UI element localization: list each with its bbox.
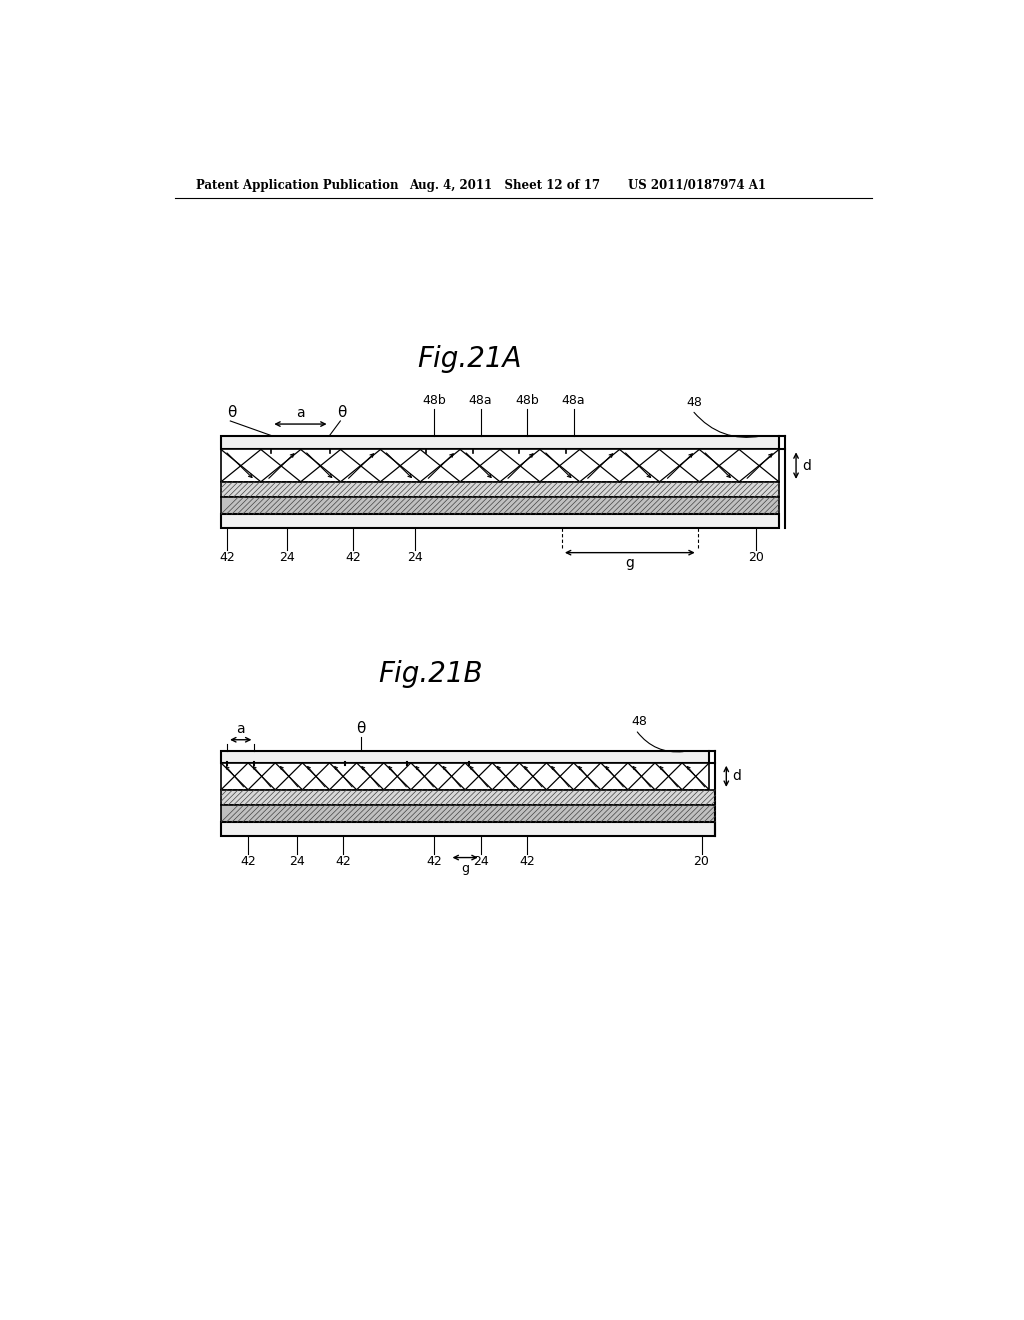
Text: Fig.21A: Fig.21A [417,345,521,372]
Text: 42: 42 [219,552,236,564]
Text: θ: θ [227,405,237,420]
Text: 24: 24 [279,552,295,564]
Text: d: d [802,458,811,473]
Bar [221,498,779,515]
Text: 48b: 48b [515,395,539,407]
Text: a: a [296,407,305,420]
Bar [221,482,779,498]
Text: Fig.21B: Fig.21B [378,660,482,688]
Text: 48b: 48b [422,395,446,407]
Text: 48: 48 [686,396,701,409]
Text: 42: 42 [519,855,535,869]
Text: g: g [626,557,634,570]
Bar [221,436,779,449]
Text: 48a: 48a [562,395,586,407]
Text: 48a: 48a [469,395,493,407]
Text: d: d [732,770,741,783]
Bar [221,822,716,836]
Bar [221,805,716,822]
Text: 42: 42 [241,855,256,869]
Text: 24: 24 [473,855,488,869]
Bar [221,763,710,789]
Text: US 2011/0187974 A1: US 2011/0187974 A1 [628,178,766,191]
Text: 42: 42 [426,855,442,869]
Text: 48: 48 [632,715,647,729]
Text: 42: 42 [345,552,360,564]
Text: Aug. 4, 2011   Sheet 12 of 17: Aug. 4, 2011 Sheet 12 of 17 [410,178,600,191]
Text: g: g [461,862,469,875]
Bar [221,513,779,528]
Bar [221,450,779,482]
Text: Patent Application Publication: Patent Application Publication [197,178,398,191]
Text: θ: θ [355,721,366,737]
Text: 20: 20 [693,855,710,869]
Text: 42: 42 [336,855,351,869]
Text: 24: 24 [289,855,305,869]
Text: 24: 24 [407,552,423,564]
Bar [221,789,716,805]
Text: 20: 20 [748,552,764,564]
Text: a: a [237,722,245,737]
Text: θ: θ [337,405,347,420]
Bar [221,751,710,763]
